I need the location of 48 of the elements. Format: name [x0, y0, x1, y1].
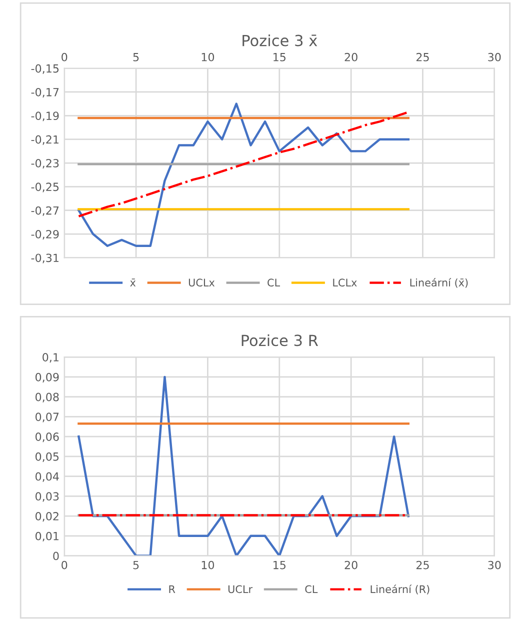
y-tick-label: 0,09 [36, 372, 59, 382]
x-tick-label: 20 [344, 52, 358, 62]
y-tick-label: 0,07 [36, 412, 59, 422]
x-tick-label: 15 [274, 561, 286, 570]
y-tick-label: -0,29 [31, 230, 59, 240]
x-tick-label: 10 [202, 560, 214, 570]
legend-label: Lineární (x̄) [410, 278, 468, 288]
y-tick-label: -0,25 [31, 182, 59, 192]
chart-title: Pozice 3 x̄ [242, 34, 318, 46]
legend-label: UCLx [188, 278, 215, 287]
x-tick-label: 0 [62, 52, 68, 62]
x-tick-label: 30 [488, 560, 501, 570]
y-tick-label: 0,03 [36, 492, 59, 502]
y-tick-label: -0,19 [31, 112, 59, 122]
legend-label: LCLx [333, 278, 357, 287]
legend-label: CL [268, 278, 280, 287]
y-tick-label: -0,15 [31, 64, 59, 74]
legend-label: R [169, 585, 176, 593]
y-tick-label: -0,27 [31, 206, 59, 216]
y-tick-label: 0,08 [36, 392, 59, 402]
y-tick-label: 0,02 [36, 512, 58, 522]
y-tick-label: 0,01 [36, 532, 58, 542]
line-series [78, 102, 410, 247]
y-tick-label: 0,1 [42, 353, 58, 363]
line-series [78, 111, 410, 218]
y-tick-label: 0,04 [36, 472, 59, 482]
y-tick-label: -0,23 [31, 158, 59, 169]
x-tick-label: 30 [488, 52, 501, 62]
y-tick-label: 0,05 [36, 452, 59, 462]
x-tick-label: 5 [133, 561, 139, 570]
legend-label: UCLr [228, 585, 253, 594]
chart-title: Pozice 3 R [242, 334, 318, 346]
y-tick-label: -0,21 [31, 135, 58, 145]
x-tick-label: 20 [344, 560, 358, 570]
x-tick-label: 10 [202, 52, 214, 62]
y-tick-label: -0,17 [31, 88, 59, 98]
y-tick-label: 0 [53, 552, 59, 560]
x-tick-label: 5 [133, 53, 139, 62]
line-series [78, 376, 410, 556]
legend-label: Lineární (R) [370, 584, 430, 594]
x-tick-label: 0 [62, 560, 68, 570]
x-tick-label: 25 [416, 52, 429, 62]
legend-label: x̄ [130, 278, 136, 286]
x-tick-label: 25 [416, 560, 429, 570]
legend-label: CL [305, 585, 318, 594]
y-tick-label: 0,06 [36, 432, 59, 442]
y-tick-label: -0,31 [31, 254, 58, 264]
x-tick-label: 15 [274, 53, 286, 62]
